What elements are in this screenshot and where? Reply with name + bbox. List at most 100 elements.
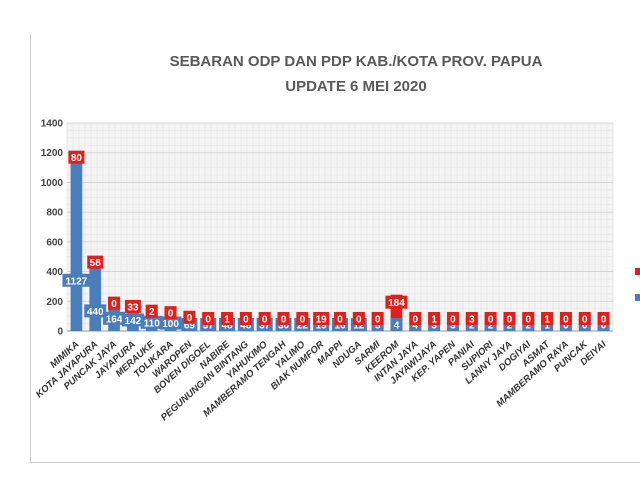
data-label-odp: 19 xyxy=(316,321,328,332)
data-label-odp: 2 xyxy=(525,321,531,332)
data-label-pdp: 80 xyxy=(71,153,83,164)
data-label-odp: 164 xyxy=(106,314,123,325)
data-label-pdp: 0 xyxy=(507,315,513,326)
chart-title: SEBARAN ODP DAN PDP KAB./KOTA PROV. PAPU… xyxy=(170,53,543,70)
data-label-odp: 12 xyxy=(353,321,365,332)
data-label-odp: 2 xyxy=(488,321,494,332)
data-label-pdp-box xyxy=(68,150,85,164)
bar-segment-odp xyxy=(89,265,102,331)
data-label-pdp: 0 xyxy=(356,315,362,326)
y-tick-label: 400 xyxy=(46,267,63,278)
data-label-pdp-box xyxy=(503,312,516,325)
data-label-pdp-box xyxy=(108,296,121,310)
data-label-pdp-box xyxy=(124,299,141,313)
data-label-pdp: 0 xyxy=(525,315,531,326)
data-label-pdp: 33 xyxy=(127,302,139,313)
data-label-odp: 48 xyxy=(221,321,233,332)
data-label-pdp: 0 xyxy=(168,309,174,320)
data-label-odp-box xyxy=(121,313,144,327)
bar-segment-odp xyxy=(70,163,83,331)
y-tick-label: 600 xyxy=(46,237,63,248)
data-label-odp: 5 xyxy=(375,321,381,332)
data-label-pdp-box xyxy=(145,304,158,318)
data-label-pdp: 0 xyxy=(450,315,456,326)
data-label-odp: 16 xyxy=(334,321,346,332)
data-label-odp: 0 xyxy=(601,321,607,332)
y-tick-label: 200 xyxy=(46,297,63,308)
data-label-pdp: 0 xyxy=(337,315,343,326)
data-label-pdp: 58 xyxy=(90,258,102,269)
data-label-odp: 3 xyxy=(431,321,437,332)
data-label-pdp-box xyxy=(183,310,196,324)
data-label-odp: 4 xyxy=(394,321,400,332)
data-label-odp: 30 xyxy=(278,321,290,332)
data-label-odp: 110 xyxy=(144,318,161,329)
data-label-pdp: 0 xyxy=(187,313,193,324)
data-label-pdp: 184 xyxy=(388,298,405,309)
legend-swatch-odp xyxy=(635,294,640,301)
data-label-odp-box xyxy=(140,315,163,329)
data-label-odp-box xyxy=(103,311,126,325)
data-label-odp: 0 xyxy=(563,321,569,332)
data-label-odp-box xyxy=(62,273,91,287)
chart-subtitle: UPDATE 6 MEI 2020 xyxy=(285,78,426,95)
y-tick-label: 1400 xyxy=(41,119,64,130)
data-label-pdp: 0 xyxy=(262,315,268,326)
data-label-odp: 48 xyxy=(240,321,252,332)
data-label-pdp-box xyxy=(296,312,309,325)
y-tick-label: 1200 xyxy=(41,148,64,159)
data-label-pdp-box xyxy=(559,312,572,325)
data-label-pdp-box xyxy=(352,312,365,325)
data-label-odp: 69 xyxy=(184,321,196,332)
bar-chart: SEBARAN ODP DAN PDP KAB./KOTA PROV. PAPU… xyxy=(34,53,640,423)
data-label-pdp: 0 xyxy=(563,315,569,326)
data-label-odp: 2 xyxy=(507,321,513,332)
data-label-odp: 57 xyxy=(203,321,215,332)
data-label-pdp-box xyxy=(484,312,497,325)
data-label-pdp-box xyxy=(334,312,346,325)
data-label-pdp: 1 xyxy=(224,315,230,326)
data-label-odp: 37 xyxy=(259,321,271,332)
data-label-pdp-box xyxy=(597,312,610,325)
data-label-pdp: 0 xyxy=(582,315,588,326)
data-label-pdp-box xyxy=(258,312,271,325)
data-label-pdp: 1 xyxy=(431,315,437,326)
data-label-odp: 2 xyxy=(469,321,475,332)
data-label-odp: 22 xyxy=(297,321,309,332)
data-label-pdp-box xyxy=(541,312,554,325)
data-label-pdp: 0 xyxy=(300,315,306,326)
data-label-pdp-box xyxy=(221,312,234,325)
data-label-odp: 0 xyxy=(582,321,588,332)
data-label-pdp: 0 xyxy=(205,315,211,326)
y-tick-label: 0 xyxy=(57,327,63,338)
data-label-pdp: 0 xyxy=(281,315,287,326)
data-label-pdp: 0 xyxy=(413,315,419,326)
data-label-pdp-box xyxy=(202,312,215,325)
data-label-pdp: 3 xyxy=(469,315,475,326)
data-label-odp: 1127 xyxy=(66,276,88,287)
data-label-pdp: 0 xyxy=(243,315,249,326)
data-label-pdp-box xyxy=(578,312,591,325)
data-label-pdp-box xyxy=(409,312,422,325)
data-label-odp: 1 xyxy=(544,321,550,332)
chart-frame: SEBARAN ODP DAN PDP KAB./KOTA PROV. PAPU… xyxy=(30,34,640,463)
data-label-odp: 100 xyxy=(162,319,179,330)
data-label-pdp-box xyxy=(385,295,408,309)
data-label-pdp-box xyxy=(465,312,478,325)
data-label-pdp: 0 xyxy=(375,315,381,326)
data-label-odp-box xyxy=(159,316,182,330)
y-tick-label: 800 xyxy=(46,208,63,219)
legend-swatch-pdp xyxy=(635,268,640,275)
data-label-pdp-box xyxy=(446,312,459,325)
data-label-pdp-box xyxy=(87,255,104,269)
y-tick-label: 1000 xyxy=(41,178,64,189)
data-label-odp: 4 xyxy=(413,321,419,332)
data-label-odp-box xyxy=(390,318,403,331)
data-label-pdp-box xyxy=(164,306,177,320)
data-label-pdp-box xyxy=(522,312,535,325)
data-label-odp: 142 xyxy=(125,316,142,327)
data-label-pdp-box xyxy=(239,312,252,325)
data-label-pdp-box xyxy=(277,312,290,325)
data-label-pdp: 0 xyxy=(601,315,607,326)
data-label-pdp: 1 xyxy=(544,315,550,326)
